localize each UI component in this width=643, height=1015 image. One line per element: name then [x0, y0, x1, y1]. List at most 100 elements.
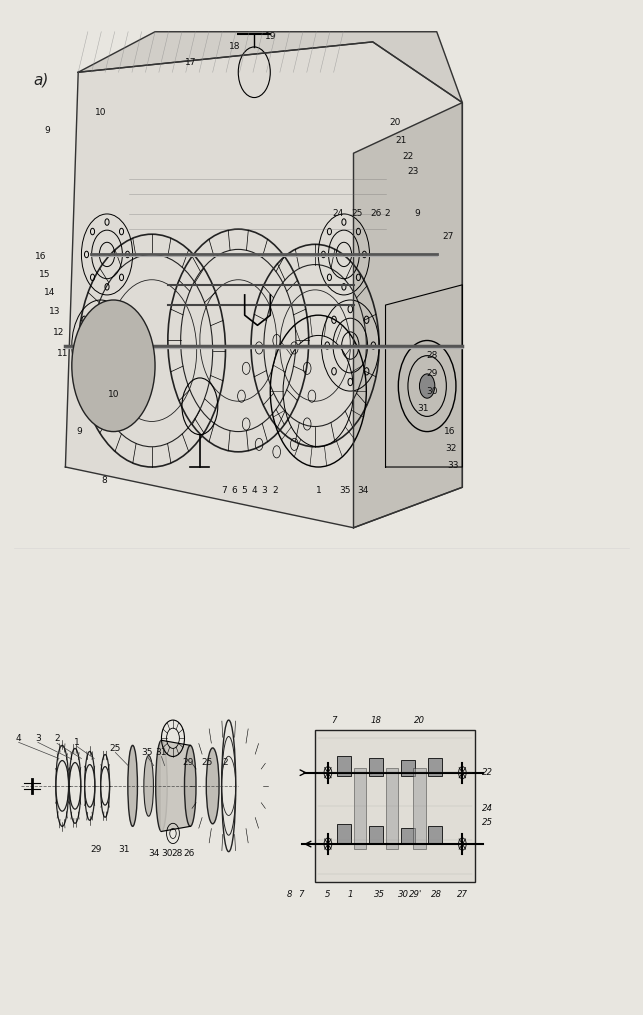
Text: 1: 1	[316, 486, 322, 494]
Text: 8: 8	[101, 476, 107, 485]
Text: 11: 11	[57, 349, 68, 358]
Bar	[337, 756, 351, 776]
Text: 34: 34	[148, 850, 159, 858]
Text: 18: 18	[230, 43, 241, 52]
Bar	[428, 758, 442, 775]
Polygon shape	[354, 103, 462, 528]
Text: 30: 30	[161, 850, 172, 858]
Circle shape	[127, 407, 136, 421]
Text: 26: 26	[370, 209, 381, 218]
Text: 24: 24	[332, 209, 343, 218]
Bar	[369, 758, 383, 775]
Text: 8: 8	[287, 890, 292, 898]
Text: 28: 28	[172, 850, 183, 858]
Text: 2: 2	[385, 209, 390, 218]
Circle shape	[127, 311, 136, 325]
Text: 13: 13	[49, 307, 60, 316]
Text: 35: 35	[374, 890, 385, 898]
Circle shape	[91, 407, 100, 421]
Circle shape	[72, 300, 155, 431]
Text: 28: 28	[426, 351, 437, 360]
Text: 17: 17	[185, 58, 196, 67]
Text: 25: 25	[482, 818, 493, 827]
Circle shape	[419, 374, 435, 398]
Polygon shape	[78, 31, 462, 103]
Text: 25: 25	[110, 744, 121, 753]
Text: 9: 9	[415, 209, 421, 218]
Text: 20: 20	[413, 716, 424, 725]
Text: 20: 20	[390, 119, 401, 127]
Text: 5: 5	[325, 890, 331, 898]
Ellipse shape	[128, 745, 138, 826]
Text: 3: 3	[35, 734, 41, 743]
Text: 1: 1	[74, 738, 80, 747]
Text: 27: 27	[457, 890, 468, 898]
Bar	[337, 823, 351, 844]
Text: a): a)	[33, 72, 49, 87]
Text: 35: 35	[141, 748, 153, 757]
Text: 12: 12	[53, 328, 65, 337]
Bar	[386, 767, 398, 850]
Text: 31: 31	[118, 845, 130, 855]
Text: 31: 31	[156, 748, 167, 757]
Text: 9: 9	[44, 127, 50, 135]
Text: 14: 14	[44, 288, 56, 297]
Text: 22: 22	[482, 768, 493, 777]
Text: 19: 19	[264, 32, 276, 42]
Bar	[354, 767, 367, 850]
Circle shape	[144, 358, 153, 373]
Ellipse shape	[156, 740, 167, 831]
Text: 2: 2	[54, 734, 60, 743]
Bar	[413, 767, 426, 850]
Circle shape	[91, 311, 100, 325]
Text: 3: 3	[262, 486, 267, 494]
Circle shape	[74, 358, 83, 373]
Text: 5: 5	[241, 486, 247, 494]
Text: 16: 16	[35, 252, 47, 261]
Text: 25: 25	[351, 209, 363, 218]
Text: 25: 25	[202, 758, 213, 767]
Bar	[315, 730, 475, 882]
Text: 6: 6	[231, 486, 237, 494]
Text: 34: 34	[358, 486, 369, 494]
Text: 7: 7	[221, 486, 227, 494]
Text: 29: 29	[183, 758, 194, 767]
Text: 31: 31	[417, 404, 429, 413]
Text: 27: 27	[442, 231, 454, 241]
Text: 16: 16	[444, 427, 455, 436]
Polygon shape	[66, 42, 462, 528]
Ellipse shape	[144, 755, 154, 816]
Bar	[401, 828, 415, 844]
Text: 26: 26	[183, 850, 195, 858]
Text: 2: 2	[272, 486, 278, 494]
Text: 21: 21	[396, 136, 407, 144]
Text: 30: 30	[426, 387, 437, 396]
Text: 32: 32	[446, 445, 457, 454]
Bar	[369, 826, 383, 844]
Text: 33: 33	[448, 462, 459, 471]
Ellipse shape	[185, 745, 196, 826]
Text: 10: 10	[107, 390, 119, 399]
Text: 29: 29	[91, 845, 102, 855]
Text: 4: 4	[251, 486, 257, 494]
Text: 30: 30	[397, 890, 409, 898]
Text: 7: 7	[332, 716, 337, 725]
Ellipse shape	[206, 748, 219, 824]
Text: 28: 28	[431, 890, 442, 898]
Text: 29: 29	[426, 369, 437, 379]
Polygon shape	[161, 740, 190, 831]
Bar	[401, 759, 415, 775]
Text: 22: 22	[403, 152, 413, 160]
Text: 15: 15	[39, 270, 51, 279]
Text: 1: 1	[348, 890, 353, 898]
Text: 9: 9	[77, 427, 82, 436]
Text: 18: 18	[370, 716, 381, 725]
Text: 35: 35	[339, 486, 350, 494]
Text: 4: 4	[16, 734, 21, 743]
Bar	[428, 826, 442, 844]
Text: 23: 23	[408, 166, 419, 176]
Text: 29': 29'	[409, 890, 422, 898]
Text: 7: 7	[298, 890, 303, 898]
Text: 10: 10	[95, 109, 106, 118]
Text: 2: 2	[222, 758, 228, 767]
